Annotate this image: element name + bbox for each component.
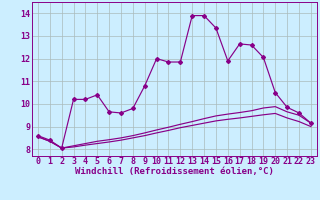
X-axis label: Windchill (Refroidissement éolien,°C): Windchill (Refroidissement éolien,°C) [75, 167, 274, 176]
